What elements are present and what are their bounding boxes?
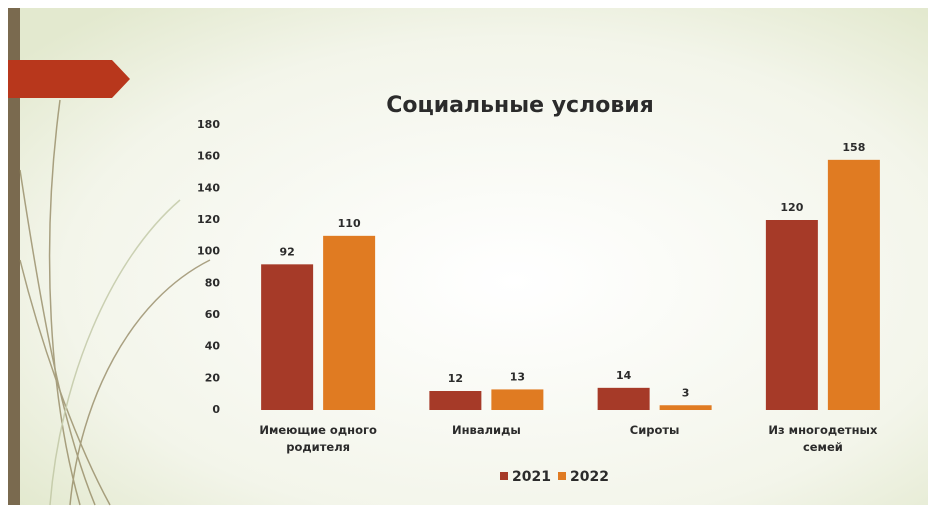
x-tick-label: Имеющие одного родителя bbox=[259, 423, 377, 454]
data-label: 110 bbox=[338, 217, 361, 230]
bar bbox=[491, 389, 544, 410]
bar bbox=[659, 405, 712, 410]
data-label: 14 bbox=[616, 369, 632, 382]
y-tick-label: 60 bbox=[205, 308, 221, 321]
data-label: 120 bbox=[780, 201, 803, 214]
y-tick-label: 120 bbox=[197, 213, 220, 226]
y-tick-label: 0 bbox=[212, 403, 220, 416]
bar bbox=[323, 235, 376, 410]
y-tick-label: 80 bbox=[205, 276, 221, 289]
data-label: 3 bbox=[682, 386, 690, 399]
legend-label: 2021 bbox=[512, 469, 551, 485]
y-tick-label: 160 bbox=[197, 150, 220, 163]
bar bbox=[261, 264, 314, 410]
decor-curves bbox=[19, 99, 211, 506]
bar bbox=[765, 220, 818, 410]
bar bbox=[429, 391, 482, 410]
x-tick-label: Сироты bbox=[629, 423, 680, 437]
chart-title: Социальные условия bbox=[386, 93, 654, 118]
bar bbox=[827, 159, 880, 410]
data-label: 13 bbox=[510, 370, 525, 383]
y-tick-label: 40 bbox=[205, 340, 221, 353]
legend-swatch bbox=[558, 472, 566, 480]
legend-label: 2022 bbox=[570, 469, 609, 485]
data-label: 12 bbox=[448, 372, 463, 385]
y-tick-label: 100 bbox=[197, 245, 220, 258]
arrow-shape bbox=[8, 60, 130, 98]
x-tick-label: Инвалиды bbox=[451, 423, 521, 437]
data-label: 158 bbox=[842, 141, 865, 154]
y-tick-label: 20 bbox=[205, 371, 221, 384]
bar bbox=[597, 387, 650, 410]
y-tick-label: 140 bbox=[197, 181, 220, 194]
side-bar bbox=[8, 8, 20, 505]
x-tick-label: Из многодетных семей bbox=[768, 423, 878, 454]
data-label: 92 bbox=[279, 245, 294, 258]
y-tick-label: 180 bbox=[197, 118, 220, 131]
legend-swatch bbox=[500, 472, 508, 480]
